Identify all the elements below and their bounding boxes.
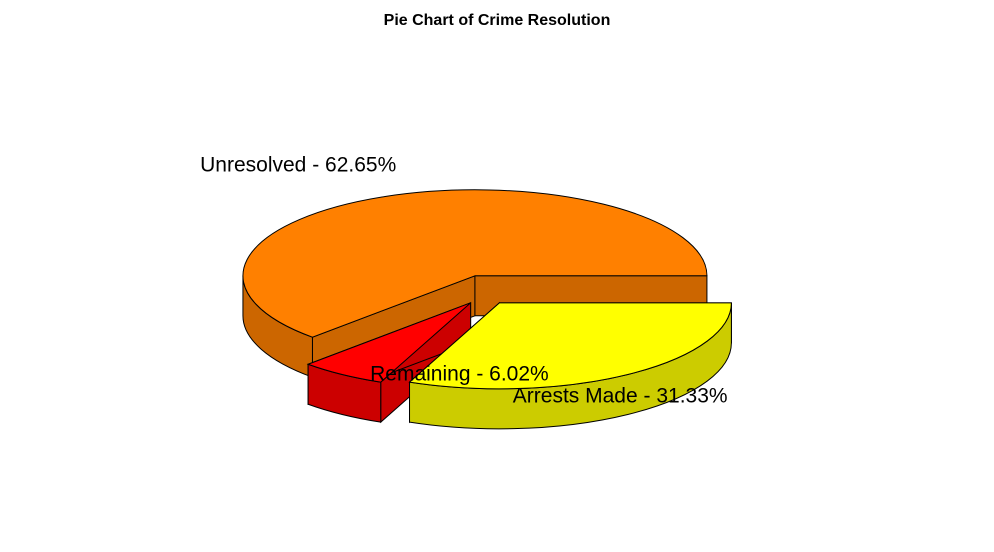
slice-top (306, 302, 471, 383)
slice-label: Arrests Made - 31.33% (513, 384, 728, 407)
pie-slices (242, 189, 732, 430)
slice-label: Remaining - 6.02% (370, 362, 549, 385)
slice-label: Unresolved - 62.65% (200, 153, 396, 176)
slice-top (408, 302, 732, 390)
slice-labels: Arrests Made - 31.33%Remaining - 6.02% Un… (200, 153, 727, 407)
chart-title: Pie Chart of Crime Resolution (384, 12, 611, 29)
slice-top (242, 189, 708, 338)
pie-slice (408, 301, 732, 430)
